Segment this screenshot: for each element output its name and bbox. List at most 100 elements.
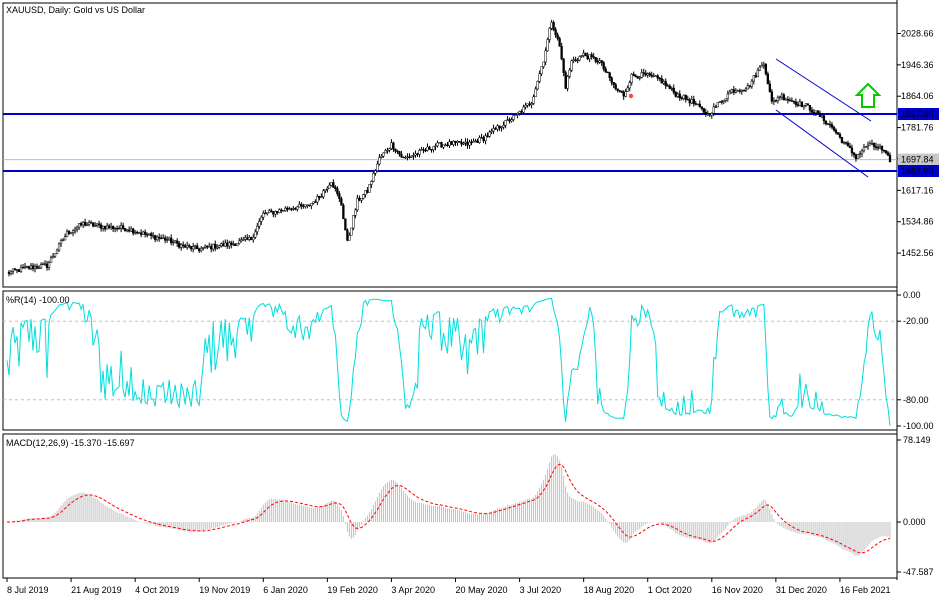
candle-up [490,130,493,133]
candle-up [23,266,27,269]
candle-down [700,106,703,109]
candle-up [372,173,375,182]
candle-up [354,209,357,216]
candle-up [236,243,239,246]
candle-down [600,60,603,63]
candle-up [662,81,665,84]
candle-down [123,228,127,232]
candle-up [718,101,721,103]
candle-down [556,34,559,39]
candle-down [834,129,838,133]
candle-up [776,97,780,102]
candle-up [168,237,171,240]
candle-up [252,237,255,241]
candle-up [496,125,499,130]
candle-up [172,241,175,244]
candle-up [174,240,177,243]
candle-down [664,81,667,86]
candle-up [138,232,141,234]
candle-down [222,243,225,247]
price-label-3: 1667.90 [901,166,934,176]
candle-down [596,60,599,63]
candle-up [284,207,287,211]
candle-down [31,265,35,270]
candle-up [500,126,503,129]
candle-up [734,90,737,93]
candle-down [338,193,341,199]
candle-down [272,211,275,215]
candle-up [444,144,447,146]
candle-down [554,29,557,36]
candle-up [436,142,439,147]
candle-down [276,211,279,214]
candle-down [498,125,501,129]
candle-up [442,144,445,148]
candle-down [91,222,95,227]
candle-up [133,231,137,234]
candle-up [240,239,243,242]
candle-down [616,88,619,91]
wr-series-line [6,297,891,427]
candle-down [286,207,289,210]
candle-up [380,155,383,158]
candle-down [562,58,565,73]
candle-down [790,100,794,102]
candle-down [632,73,635,77]
candle-up [73,228,77,231]
candle-down [656,75,659,79]
candle-down [144,231,147,235]
candle-down [650,74,653,77]
candle-up [860,150,864,155]
candle-up [588,54,591,60]
candle-down [782,94,786,101]
candle-up [254,231,257,238]
candle-down [786,99,790,101]
xtick-label: 16 Nov 2020 [712,585,763,595]
candle-down [182,244,185,246]
candle-down [99,224,103,229]
candle-up [580,55,583,57]
candle-up [119,225,123,229]
candle-down [618,90,621,92]
candle-down [836,132,840,135]
candle-down [698,103,701,107]
candle-down [840,137,844,143]
candle-up [570,60,573,71]
candle-down [674,92,677,97]
candle-down [830,124,834,128]
macd-signal-line [6,463,891,554]
candle-up [638,77,641,79]
candle-up [292,208,295,210]
candle-down [872,143,876,147]
candle-down [564,72,567,89]
candle-up [478,137,481,143]
candle-up [762,63,766,66]
candle-up [730,89,733,93]
candle-down [150,233,153,236]
candle-down [684,94,687,100]
candle-up [474,140,477,142]
candle-up [386,150,389,152]
candle-up [468,141,471,146]
candle-up [798,101,802,106]
candle-down [140,232,143,235]
candle-down [812,112,816,114]
candle-up [628,82,631,89]
candle-down [358,197,361,201]
candle-up [534,88,537,98]
candle-down [884,150,888,153]
candle-up [33,266,37,270]
candle-down [770,91,774,102]
candle-up [452,140,455,145]
candle-up [129,228,133,232]
candle-down [754,75,757,78]
candle-down [460,142,463,145]
candle-up [598,60,601,63]
candle-up [434,145,437,148]
wr-ytick-label: 0.00 [903,290,921,300]
candle-down [458,140,461,143]
candle-up [506,119,509,121]
xtick-label: 20 May 2020 [456,585,508,595]
candle-up [432,146,435,150]
candle-up [11,268,15,272]
